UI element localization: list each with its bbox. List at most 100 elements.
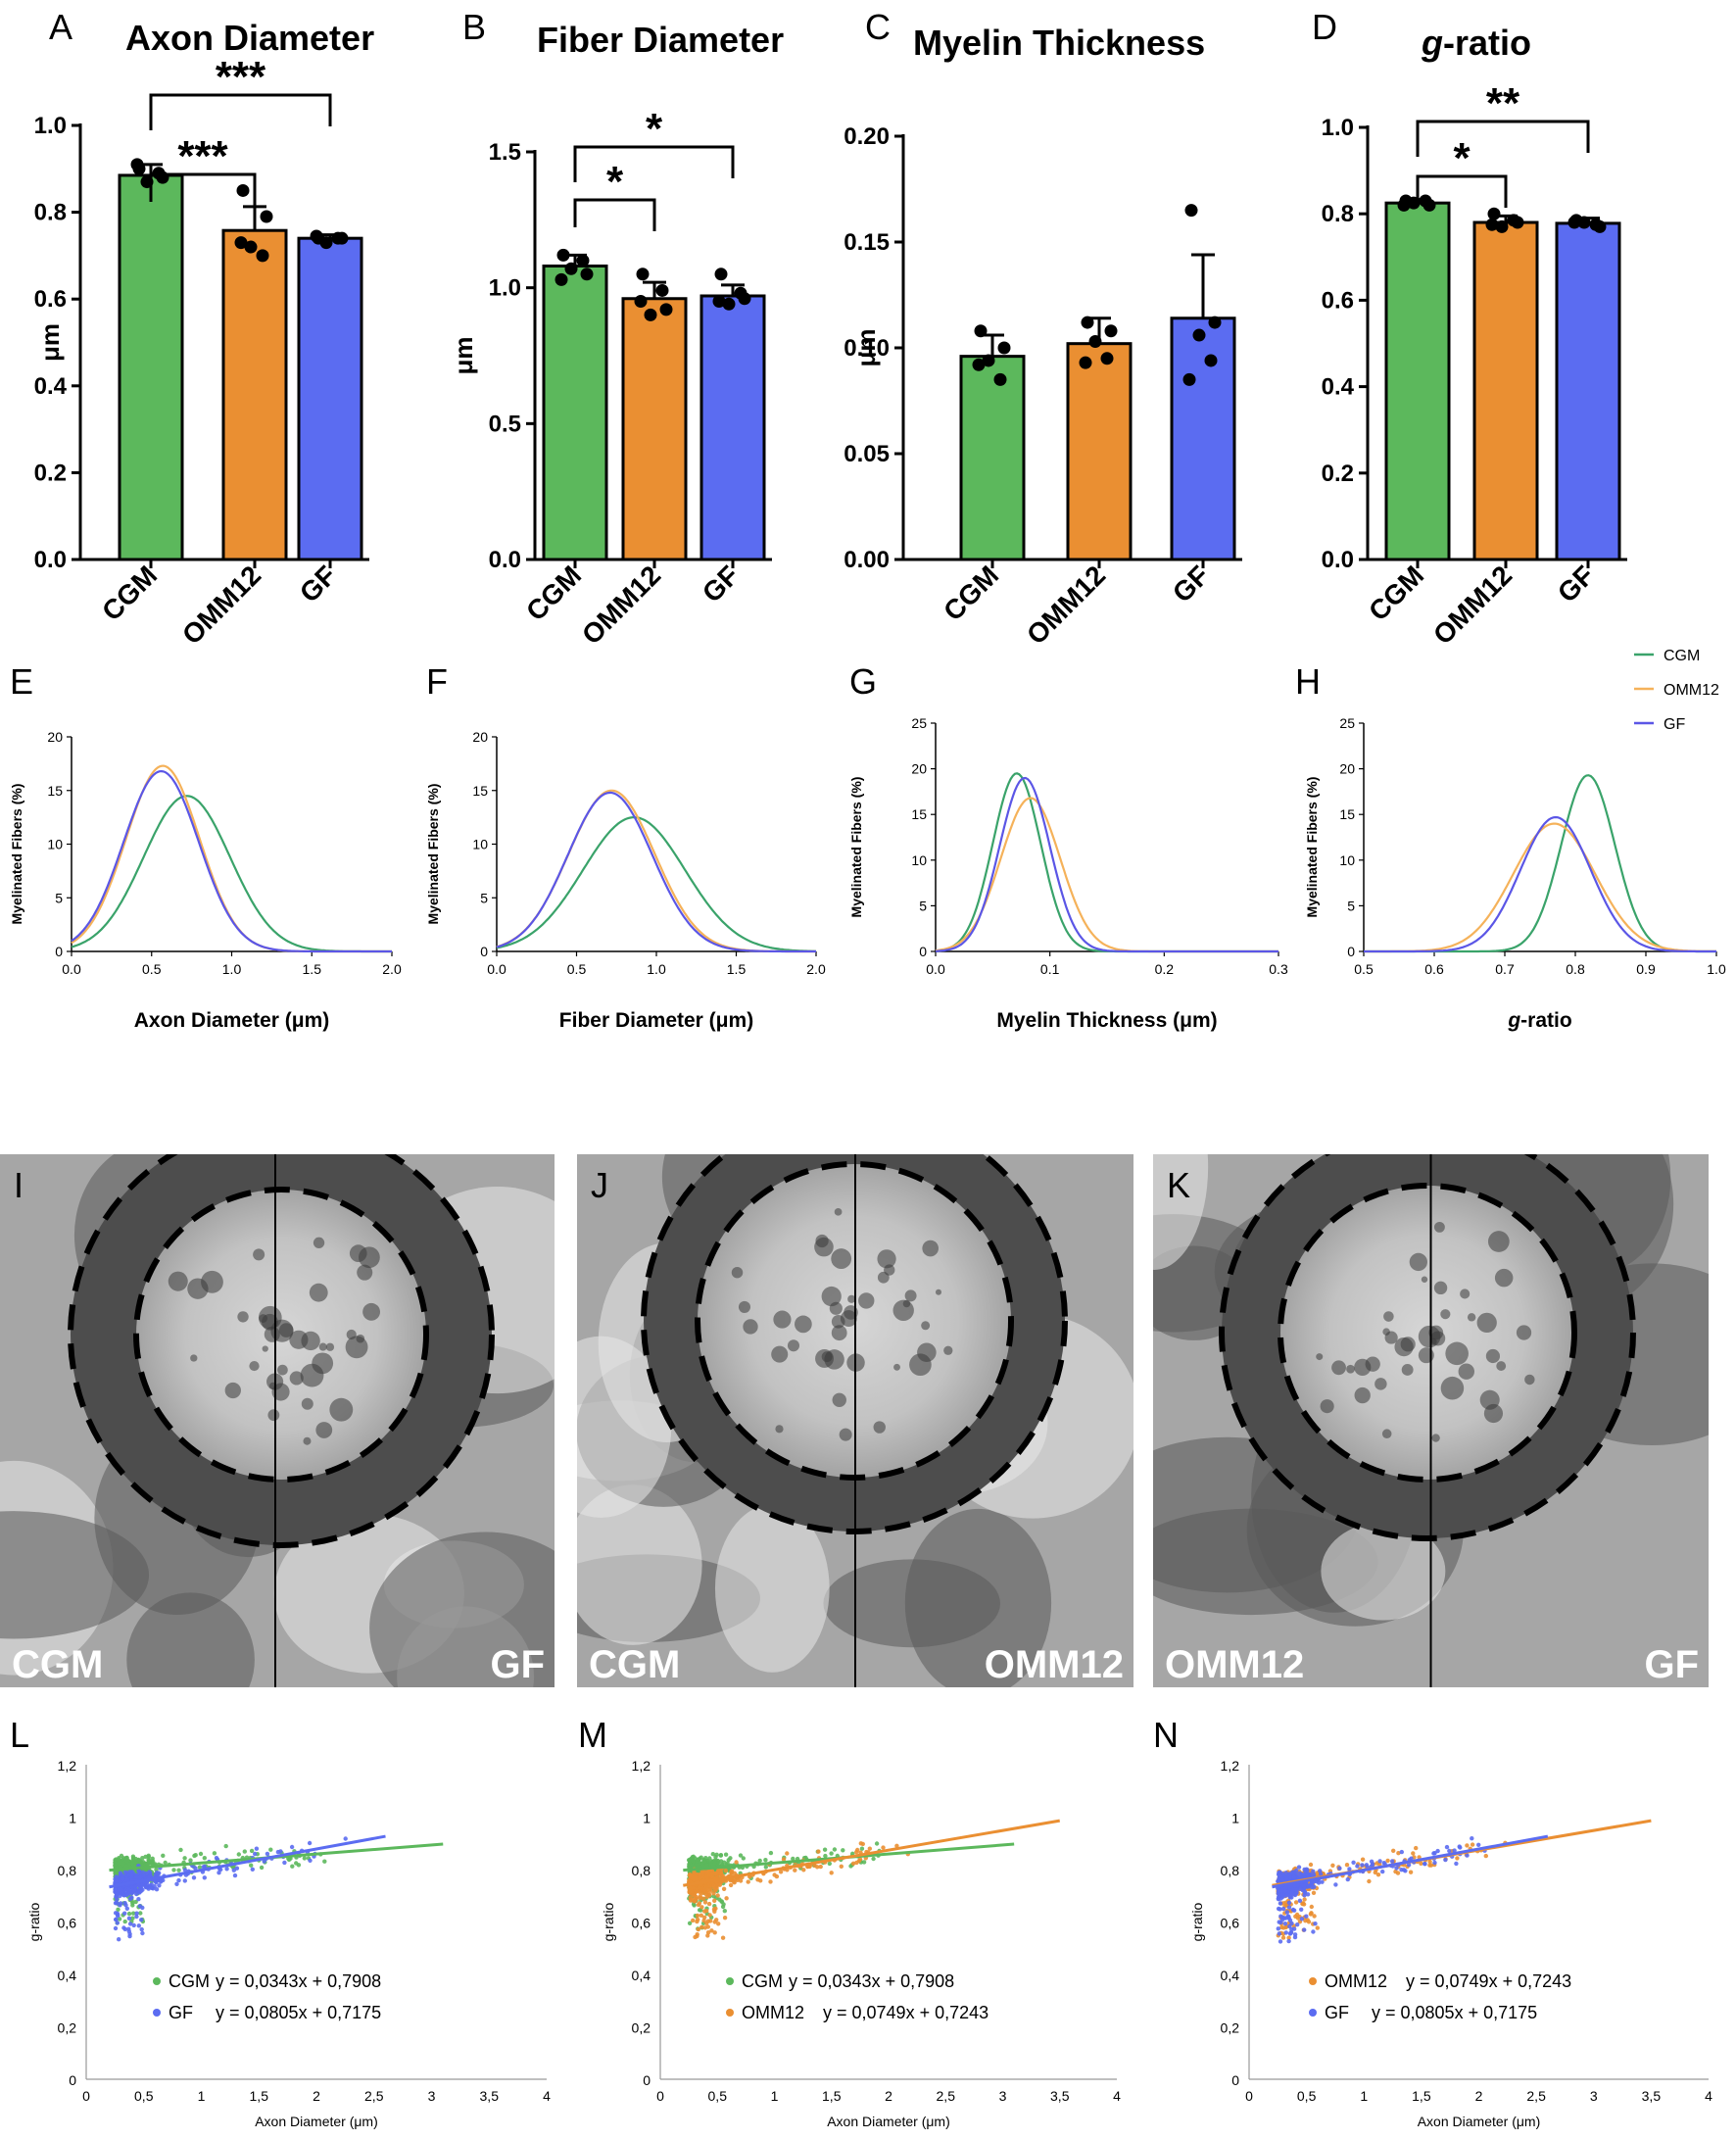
significance-stars: ***	[177, 132, 228, 180]
axon-texture-dot	[832, 1392, 846, 1408]
scatter-point-CGM	[198, 1851, 204, 1857]
significance-bracket	[573, 198, 656, 231]
scatter-point-GF	[113, 1917, 119, 1922]
scatter-point-OMM12	[706, 1901, 712, 1907]
scatter-point-OMM12	[746, 1879, 750, 1884]
axon-texture-dot	[893, 1363, 900, 1371]
data-point-OMM12	[655, 283, 669, 297]
em-image	[577, 1154, 1133, 1687]
em-texture-blob	[823, 1559, 1000, 1648]
scatter-point-OMM12	[688, 1886, 693, 1891]
scatter-point-GF	[1279, 1878, 1285, 1883]
scatter-point-GF	[124, 1906, 129, 1912]
scatter-point-CGM	[716, 1860, 721, 1865]
scatter-point-OMM12	[724, 1896, 729, 1901]
scatter-point-GF	[1311, 1929, 1316, 1934]
axon-texture-dot	[1383, 1311, 1394, 1322]
scatter-point-OMM12	[704, 1908, 709, 1914]
bar-OMM12	[221, 228, 288, 561]
significance-bracket	[1416, 174, 1508, 208]
y-tick-label: 0.15	[844, 229, 890, 256]
y-tick-label: 15	[472, 783, 488, 799]
bar-OMM12	[621, 297, 688, 561]
x-tick-label: 2,5	[1526, 2088, 1546, 2104]
scatter-point-GF	[118, 1871, 123, 1875]
scatter-point-GF	[1320, 1879, 1325, 1884]
scatter-point-OMM12	[692, 1870, 697, 1875]
x-tick-label: 0.0	[62, 961, 81, 977]
scatter-point-GF	[1294, 1887, 1299, 1892]
y-tick-label: 0.05	[844, 441, 890, 467]
scatter-point-GF	[1289, 1921, 1294, 1926]
scatter-point-GF	[116, 1912, 121, 1918]
scatter-point-OMM12	[1427, 1859, 1432, 1865]
scatter-point-CGM	[713, 1855, 718, 1860]
scatter-point-GF	[1286, 1938, 1291, 1944]
scatter-point-CGM	[302, 1856, 307, 1861]
scatter-point-CGM	[117, 1862, 121, 1867]
scatter-point-CGM	[249, 1863, 254, 1868]
scatter-point-CGM	[133, 1899, 138, 1905]
axon-texture-dot	[787, 1339, 800, 1352]
scatter-point-CGM	[161, 1853, 166, 1859]
scatter-point-CGM	[259, 1865, 265, 1871]
distribution-curve-OMM12	[935, 797, 1278, 953]
scatter-point-GF	[193, 1866, 198, 1871]
x-tick-label: 1	[771, 2088, 779, 2104]
scatter-point-OMM12	[720, 1935, 726, 1940]
distribution-chart-E: E 0 5 10 15 20 0.0 0.5 1.0 1.5 2.0 Myelinated Fiber…	[9, 661, 402, 1032]
y-tick-label: 15	[911, 806, 927, 822]
axon-texture-dot	[301, 1331, 320, 1351]
scatter-point-CGM	[249, 1848, 255, 1854]
panel-label: K	[1167, 1165, 1190, 1205]
x-tick-label: 1	[198, 2088, 206, 2104]
em-panel-K: K OMM12 GF	[1153, 1154, 1709, 1687]
scatter-point-GF	[131, 1888, 137, 1893]
y-tick-label: 0.0	[1322, 547, 1354, 573]
scatter-point-GF	[127, 1896, 133, 1902]
significance-bracket	[149, 93, 332, 130]
scatter-point-CGM	[322, 1859, 327, 1864]
scatter-point-OMM12	[857, 1857, 863, 1862]
x-axis-label: g-ratio	[1507, 1009, 1571, 1032]
scatter-point-OMM12	[894, 1843, 899, 1849]
scatter-point-OMM12	[768, 1879, 773, 1884]
y-tick-label: 20	[911, 761, 927, 777]
scatter-point-OMM12	[1411, 1851, 1416, 1856]
scatter-point-GF	[1423, 1861, 1427, 1867]
axon-texture-dot	[318, 1342, 327, 1351]
scatter-point-OMM12	[1312, 1914, 1317, 1919]
bar-GF	[1555, 221, 1621, 561]
y-tick-label: 0.20	[844, 123, 890, 150]
scatter-point-CGM	[126, 1911, 132, 1917]
axon-texture-dot	[831, 1325, 847, 1341]
scatter-point-OMM12	[711, 1891, 716, 1896]
data-point-OMM12	[659, 303, 673, 316]
bar-GF	[699, 294, 766, 561]
significance-stars: *	[606, 158, 624, 206]
scatter-point-GF	[1302, 1927, 1307, 1932]
scatter-point-OMM12	[715, 1893, 720, 1898]
y-tick-label: 0.6	[1322, 287, 1354, 314]
scatter-point-GF	[1381, 1861, 1387, 1866]
x-category-label: CGM	[520, 559, 587, 626]
x-tick-label: 4	[1705, 2088, 1712, 2104]
title-italic: g	[1421, 23, 1443, 63]
scatter-point-OMM12	[1393, 1869, 1398, 1874]
scatter-point-GF	[1333, 1882, 1338, 1887]
scatter-point-GF	[1347, 1867, 1352, 1872]
axon-texture-dot	[1524, 1374, 1535, 1386]
data-point-CGM	[130, 158, 144, 171]
scatter-point-OMM12	[1283, 1924, 1288, 1930]
scatter-point-GF	[146, 1886, 151, 1891]
scatter-point-OMM12	[705, 1919, 711, 1923]
y-tick-label: 1,2	[58, 1758, 77, 1774]
y-tick-label: 0.2	[1322, 461, 1354, 487]
scatter-point-GF	[1406, 1863, 1412, 1868]
scatter-point-OMM12	[721, 1886, 727, 1892]
bar-chart-A: A Axon Diameter μm 0.0 0.2 0.4 0.6 0.8 1.0 CGM OMM…	[34, 7, 374, 651]
scatter-point-GF	[118, 1903, 122, 1908]
data-point-OMM12	[1495, 219, 1509, 233]
em-right-label: GF	[490, 1643, 545, 1686]
axon-texture-dot	[815, 1234, 829, 1248]
